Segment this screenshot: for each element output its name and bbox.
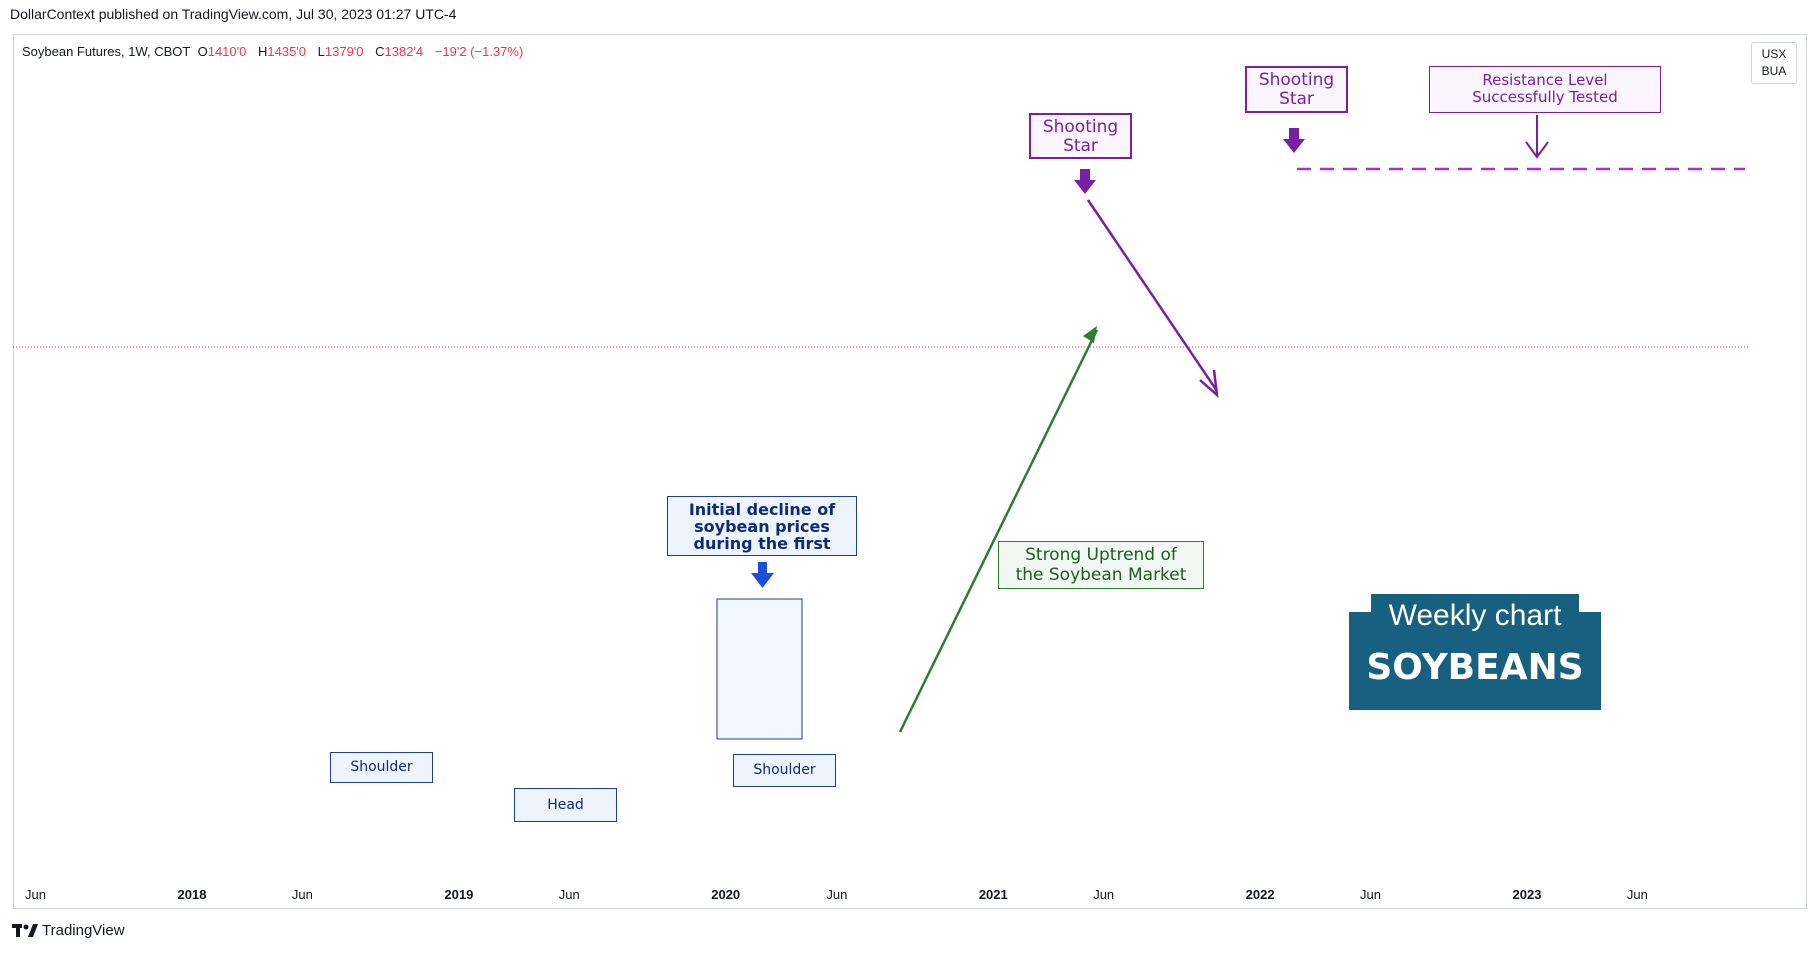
uptrend-arrow [898,326,1099,733]
time-tick-label: Jun [559,887,580,902]
legend-change: −19'2 (−1.37%) [434,44,524,59]
right-shoulder-highlight [716,598,803,740]
initial-decline-line-2: soybean prices [694,517,830,536]
badge-main: SOYBEANS [1366,647,1584,688]
shoulder-left-label: Shoulder [330,752,433,783]
head-label: Head [514,788,617,822]
strong-uptrend-line-2: the Soybean Market [1015,565,1187,585]
strong-uptrend-label: Strong Uptrend of the Soybean Market [998,541,1204,589]
tradingview-logo-icon [12,924,38,938]
time-tick-label: Jun [1627,887,1648,902]
time-tick-label: 2019 [444,887,473,902]
time-axis: Jun 2018 Jun 2019 Jun 2020 Jun 2021 Jun 2022 Jun 20… [25,887,1648,902]
legend-low: 1379'0 [324,44,364,59]
currency-unit-button[interactable]: USX BUA [1751,42,1797,84]
currency-line-2: BUA [1761,64,1787,78]
time-tick-label: Jun [292,887,313,902]
ohlc-legend: Soybean Futures, 1W, CBOT O1410'0 H1435'… [22,44,531,59]
badge-title: Weekly chart [1388,599,1562,632]
tradingview-brand[interactable]: TradingView [12,922,125,939]
badge-notch-left [1349,594,1371,612]
strong-uptrend-line-1: Strong Uptrend of [1025,545,1177,565]
shooting-star-1-line-1: Shooting [1042,117,1119,137]
legend-open-label: O [197,44,208,59]
initial-decline-label: Initial decline of soybean prices during… [667,496,857,556]
published-line: DollarContext published on TradingView.c… [10,6,457,22]
initial-decline-line-3: during the first [693,534,831,553]
resistance-label: Resistance Level Successfully Tested [1429,66,1661,113]
decline-pointer-arrow [751,562,774,588]
shooting-star-2-line-1: Shooting [1258,70,1335,90]
time-tick-label: 2018 [178,887,207,902]
time-tick-label: 2020 [711,887,740,902]
legend-close: 1382'4 [384,44,424,59]
resistance-pointer-arrow [1525,115,1549,159]
shooting-star-1-line-2: Star [1063,136,1098,156]
time-tick-label: Jun [826,887,847,902]
time-tick-label: Jun [1093,887,1114,902]
currency-line-1: USX [1761,47,1787,61]
legend-high-label: H [257,44,268,59]
shooting-star-arrow-2 [1283,128,1305,153]
time-tick-label: 2022 [1246,887,1275,902]
shooting-star-label-2: Shooting Star [1245,66,1348,113]
time-tick-label: 2023 [1513,887,1542,902]
time-tick-label: Jun [25,887,46,902]
decline-arrow [1086,199,1219,399]
resistance-line-2: Successfully Tested [1472,88,1618,106]
time-tick-label: 2021 [979,887,1008,902]
legend-close-label: C [375,44,385,59]
shooting-star-label-1: Shooting Star [1029,113,1132,159]
shooting-star-arrow-1 [1074,169,1096,194]
legend-low-label: L [317,44,325,59]
legend-symbol: Soybean Futures, 1W, CBOT [22,44,191,59]
tradingview-brand-text: TradingView [42,922,125,939]
shooting-star-2-line-2: Star [1279,89,1314,109]
time-tick-label: Jun [1360,887,1381,902]
resistance-line-1: Resistance Level [1482,71,1608,89]
legend-open: 1410'0 [207,44,247,59]
badge-notch-right [1579,594,1601,612]
weekly-chart-badge: Weekly chart SOYBEANS [1349,594,1601,710]
shoulder-right-label: Shoulder [733,754,836,787]
chart-frame [13,34,1807,909]
legend-high: 1435'0 [267,44,307,59]
initial-decline-line-1: Initial decline of [688,500,836,519]
